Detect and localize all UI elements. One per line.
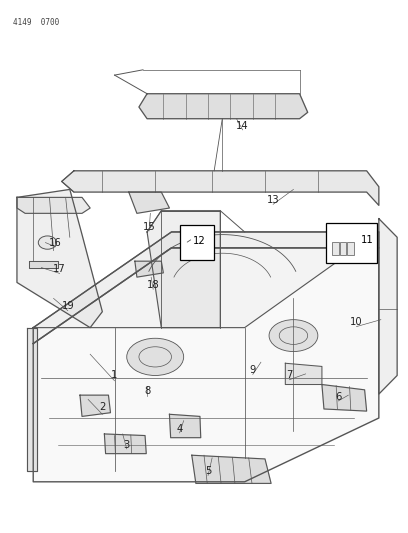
FancyArrowPatch shape [187, 240, 191, 242]
Polygon shape [139, 94, 308, 119]
Polygon shape [17, 189, 102, 328]
Polygon shape [80, 395, 111, 416]
Polygon shape [285, 364, 322, 384]
Polygon shape [379, 219, 397, 394]
Polygon shape [27, 328, 37, 471]
Polygon shape [322, 384, 367, 411]
Polygon shape [17, 197, 90, 213]
Text: 10: 10 [350, 317, 363, 327]
Text: 15: 15 [143, 222, 155, 232]
Polygon shape [29, 261, 58, 268]
Text: 5: 5 [205, 466, 211, 476]
Text: 4: 4 [177, 424, 183, 434]
Polygon shape [33, 248, 379, 482]
Polygon shape [62, 171, 379, 205]
FancyBboxPatch shape [347, 243, 354, 255]
Ellipse shape [127, 338, 184, 375]
Polygon shape [33, 232, 379, 344]
Polygon shape [147, 211, 220, 328]
Text: 8: 8 [144, 386, 150, 397]
Text: 13: 13 [267, 195, 279, 205]
Polygon shape [33, 232, 379, 328]
Polygon shape [104, 434, 146, 454]
FancyBboxPatch shape [340, 243, 346, 255]
FancyBboxPatch shape [333, 243, 339, 255]
Text: 12: 12 [193, 236, 205, 246]
Text: 1: 1 [111, 370, 118, 381]
Text: 11: 11 [361, 235, 374, 245]
Text: 3: 3 [124, 440, 130, 450]
Text: 19: 19 [62, 301, 74, 311]
Ellipse shape [269, 320, 318, 352]
Text: 4149  0700: 4149 0700 [13, 18, 59, 27]
Text: 17: 17 [53, 264, 66, 274]
Text: 9: 9 [250, 365, 256, 375]
Polygon shape [192, 455, 271, 483]
Text: 14: 14 [236, 120, 249, 131]
Polygon shape [169, 414, 201, 438]
Text: 6: 6 [335, 392, 341, 402]
Text: 16: 16 [49, 238, 62, 247]
Text: 18: 18 [147, 280, 160, 290]
Text: 2: 2 [99, 402, 106, 413]
FancyBboxPatch shape [326, 223, 377, 263]
Polygon shape [129, 192, 169, 213]
Polygon shape [135, 261, 163, 277]
Ellipse shape [38, 236, 57, 249]
FancyBboxPatch shape [180, 225, 214, 260]
Text: 7: 7 [286, 370, 293, 381]
